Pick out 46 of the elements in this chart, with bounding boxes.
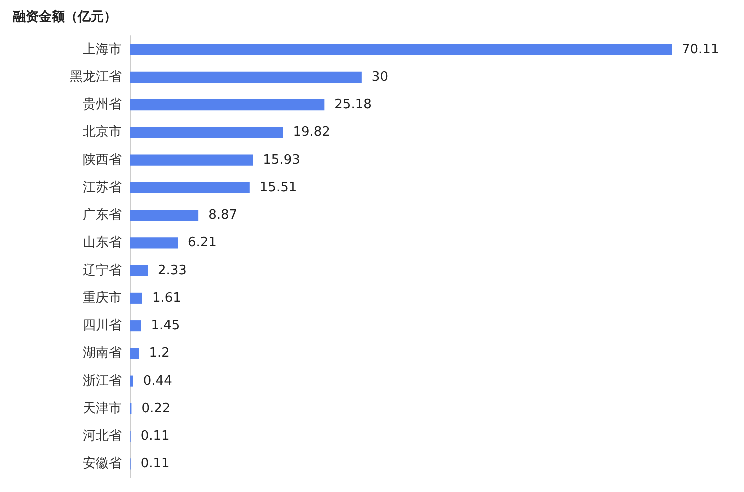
data-label: 8.87 [208,208,238,224]
y-tick-label: 上海市 [83,42,122,58]
data-label: 30 [372,70,388,85]
y-tick-label: 浙江省 [83,374,122,389]
y-tick-label: 陕西省 [83,152,122,168]
y-tick-label: 天津市 [83,401,122,416]
bar [130,182,250,194]
y-tick-label: 重庆市 [83,290,122,306]
bar [130,320,142,332]
bar [130,376,134,387]
y-tick-label: 辽宁省 [83,262,122,278]
data-label: 1.61 [152,290,182,306]
data-label: 2.33 [158,263,187,278]
data-label: 25.18 [334,98,372,113]
bar [130,210,199,222]
data-label: 15.51 [260,180,298,196]
y-tick-label: 山东省 [83,236,122,251]
data-label: 70.11 [682,42,720,58]
bar [130,44,672,56]
data-label: 0.11 [140,429,170,444]
bar [130,72,362,83]
data-label: 0.11 [140,456,170,472]
y-tick-label: 安徽省 [83,456,122,472]
bar [130,100,325,111]
y-tick-label: 贵州省 [83,98,122,113]
y-tick-label: 北京市 [83,125,122,140]
y-tick-label: 江苏省 [83,180,122,196]
bar [130,127,284,138]
y-tick-label: 四川省 [83,318,122,334]
data-label: 6.21 [188,236,217,251]
bar [130,292,142,304]
bar [130,238,178,249]
data-label: 19.82 [293,125,330,140]
data-label: 1.45 [151,318,180,334]
bar [130,265,148,276]
y-tick-label: 湖南省 [83,346,122,362]
chart-title: 融资金额（亿元） [13,9,117,25]
y-tick-label: 河北省 [83,429,122,444]
data-label: 1.2 [149,346,170,362]
y-tick-label: 广东省 [83,208,122,224]
data-label: 15.93 [263,152,300,168]
data-label: 0.22 [142,401,171,416]
y-tick-label: 黑龙江省 [70,70,122,85]
bar [130,348,140,360]
bar [130,154,254,166]
data-label: 0.44 [143,374,172,389]
